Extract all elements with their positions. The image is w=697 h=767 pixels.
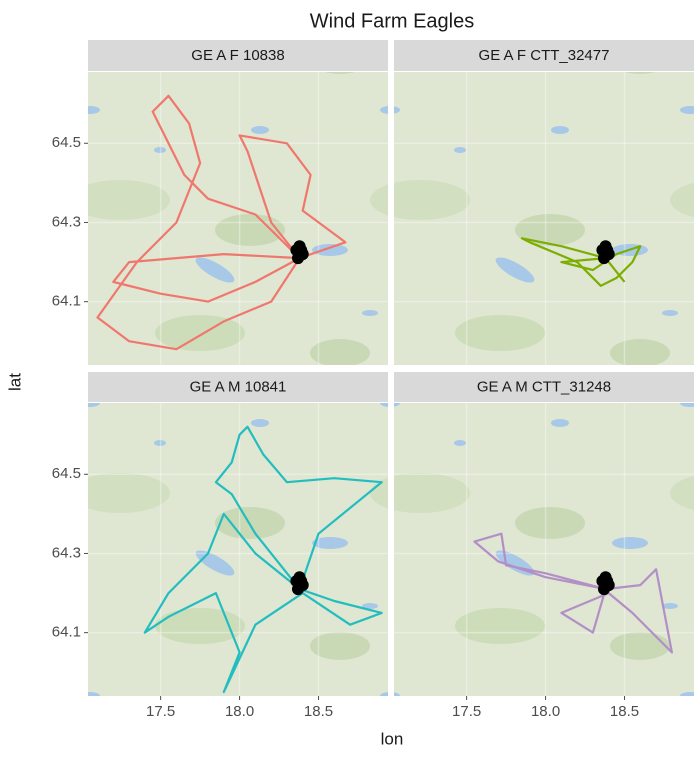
turbine-point [295, 244, 307, 256]
y-axis-label: lat [5, 373, 24, 391]
y-tick-label: 64.5 [52, 465, 81, 482]
map-background [394, 403, 694, 696]
chart: Wind Farm Eagles lon lat GE A F 10838 64.… [0, 0, 697, 767]
strip-label: GE A M 10841 [190, 378, 287, 395]
x-tick-label: 18.0 [225, 703, 254, 720]
facet: GE A M CTT_31248 17.5 18.0 18.5 [394, 372, 694, 720]
map-background [394, 72, 694, 365]
strip-label: GE A F 10838 [191, 47, 284, 64]
facet: GE A F 10838 64.1 64.3 64.5 [52, 40, 388, 365]
facet: GE A F CTT_32477 [394, 40, 694, 365]
x-tick-label: 18.5 [610, 703, 639, 720]
x-tick-label: 18.0 [531, 703, 560, 720]
y-tick-label: 64.5 [52, 134, 81, 151]
x-tick-label: 17.5 [146, 703, 175, 720]
x-tick-label: 18.5 [304, 703, 333, 720]
turbine-point [601, 575, 613, 587]
chart-title: Wind Farm Eagles [310, 10, 475, 32]
turbine-point [601, 244, 613, 256]
y-tick-label: 64.1 [52, 293, 81, 310]
strip-label: GE A M CTT_31248 [477, 378, 611, 395]
y-tick-label: 64.3 [52, 213, 81, 230]
x-axis-label: lon [381, 729, 404, 748]
y-tick-label: 64.1 [52, 624, 81, 641]
strip-label: GE A F CTT_32477 [479, 47, 610, 64]
facet: GE A M 10841 17.5 18.0 18.5 64.1 64.3 64.5 [52, 372, 388, 720]
map-background [88, 403, 388, 696]
map-background [88, 72, 388, 365]
x-tick-label: 17.5 [452, 703, 481, 720]
y-tick-label: 64.3 [52, 544, 81, 561]
turbine-point [295, 575, 307, 587]
